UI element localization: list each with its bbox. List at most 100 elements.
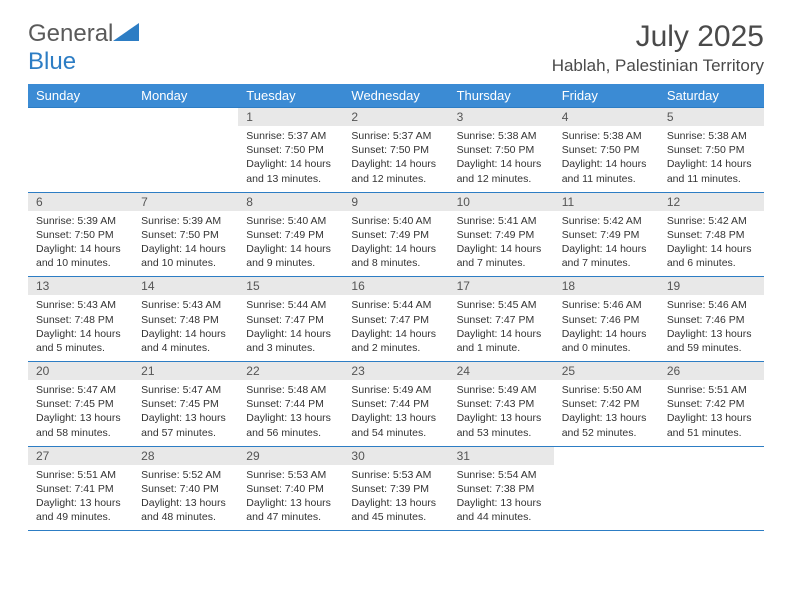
day-number: 9 bbox=[343, 193, 448, 211]
calendar-row: 6Sunrise: 5:39 AMSunset: 7:50 PMDaylight… bbox=[28, 192, 764, 277]
day-number: 31 bbox=[449, 447, 554, 465]
calendar-cell: 2Sunrise: 5:37 AMSunset: 7:50 PMDaylight… bbox=[343, 108, 448, 193]
day-number: 12 bbox=[659, 193, 764, 211]
day-number: 3 bbox=[449, 108, 554, 126]
day-number: 30 bbox=[343, 447, 448, 465]
day-details: Sunrise: 5:53 AMSunset: 7:39 PMDaylight:… bbox=[343, 465, 448, 531]
calendar-cell: 16Sunrise: 5:44 AMSunset: 7:47 PMDayligh… bbox=[343, 277, 448, 362]
day-details: Sunrise: 5:37 AMSunset: 7:50 PMDaylight:… bbox=[343, 126, 448, 192]
day-number: 8 bbox=[238, 193, 343, 211]
day-number: 11 bbox=[554, 193, 659, 211]
calendar-cell: 25Sunrise: 5:50 AMSunset: 7:42 PMDayligh… bbox=[554, 362, 659, 447]
day-number: 17 bbox=[449, 277, 554, 295]
header: GeneralBlue July 2025 Hablah, Palestinia… bbox=[28, 20, 764, 76]
day-details: Sunrise: 5:54 AMSunset: 7:38 PMDaylight:… bbox=[449, 465, 554, 531]
day-number: 19 bbox=[659, 277, 764, 295]
calendar-cell: 3Sunrise: 5:38 AMSunset: 7:50 PMDaylight… bbox=[449, 108, 554, 193]
calendar-cell: 18Sunrise: 5:46 AMSunset: 7:46 PMDayligh… bbox=[554, 277, 659, 362]
day-details: Sunrise: 5:47 AMSunset: 7:45 PMDaylight:… bbox=[133, 380, 238, 446]
day-details: Sunrise: 5:51 AMSunset: 7:42 PMDaylight:… bbox=[659, 380, 764, 446]
calendar-cell: 27Sunrise: 5:51 AMSunset: 7:41 PMDayligh… bbox=[28, 446, 133, 531]
calendar-cell: 21Sunrise: 5:47 AMSunset: 7:45 PMDayligh… bbox=[133, 362, 238, 447]
month-title: July 2025 bbox=[552, 20, 764, 54]
calendar-cell: 1Sunrise: 5:37 AMSunset: 7:50 PMDaylight… bbox=[238, 108, 343, 193]
logo-word-1: General bbox=[28, 20, 113, 47]
logo: GeneralBlue bbox=[28, 20, 139, 76]
calendar-cell: 24Sunrise: 5:49 AMSunset: 7:43 PMDayligh… bbox=[449, 362, 554, 447]
day-details: Sunrise: 5:47 AMSunset: 7:45 PMDaylight:… bbox=[28, 380, 133, 446]
day-number: 25 bbox=[554, 362, 659, 380]
title-block: July 2025 Hablah, Palestinian Territory bbox=[552, 20, 764, 76]
day-details: Sunrise: 5:44 AMSunset: 7:47 PMDaylight:… bbox=[238, 295, 343, 361]
day-number: 4 bbox=[554, 108, 659, 126]
calendar-row: 20Sunrise: 5:47 AMSunset: 7:45 PMDayligh… bbox=[28, 362, 764, 447]
logo-text: GeneralBlue bbox=[28, 20, 139, 76]
day-details: Sunrise: 5:50 AMSunset: 7:42 PMDaylight:… bbox=[554, 380, 659, 446]
day-number: 14 bbox=[133, 277, 238, 295]
calendar-cell: 19Sunrise: 5:46 AMSunset: 7:46 PMDayligh… bbox=[659, 277, 764, 362]
day-number: 27 bbox=[28, 447, 133, 465]
day-details: Sunrise: 5:43 AMSunset: 7:48 PMDaylight:… bbox=[28, 295, 133, 361]
calendar-cell: 10Sunrise: 5:41 AMSunset: 7:49 PMDayligh… bbox=[449, 192, 554, 277]
day-details: Sunrise: 5:46 AMSunset: 7:46 PMDaylight:… bbox=[554, 295, 659, 361]
day-number: 1 bbox=[238, 108, 343, 126]
day-details: Sunrise: 5:38 AMSunset: 7:50 PMDaylight:… bbox=[449, 126, 554, 192]
calendar-table: SundayMondayTuesdayWednesdayThursdayFrid… bbox=[28, 84, 764, 531]
day-number: 2 bbox=[343, 108, 448, 126]
day-number: 20 bbox=[28, 362, 133, 380]
weekday-header: Saturday bbox=[659, 84, 764, 108]
day-details: Sunrise: 5:40 AMSunset: 7:49 PMDaylight:… bbox=[238, 211, 343, 277]
day-details: Sunrise: 5:41 AMSunset: 7:49 PMDaylight:… bbox=[449, 211, 554, 277]
day-number: 13 bbox=[28, 277, 133, 295]
day-number: 28 bbox=[133, 447, 238, 465]
calendar-cell: 4Sunrise: 5:38 AMSunset: 7:50 PMDaylight… bbox=[554, 108, 659, 193]
calendar-cell: 12Sunrise: 5:42 AMSunset: 7:48 PMDayligh… bbox=[659, 192, 764, 277]
logo-word-2: Blue bbox=[28, 48, 76, 75]
calendar-cell: 17Sunrise: 5:45 AMSunset: 7:47 PMDayligh… bbox=[449, 277, 554, 362]
day-details: Sunrise: 5:46 AMSunset: 7:46 PMDaylight:… bbox=[659, 295, 764, 361]
day-details: Sunrise: 5:44 AMSunset: 7:47 PMDaylight:… bbox=[343, 295, 448, 361]
calendar-row: 1Sunrise: 5:37 AMSunset: 7:50 PMDaylight… bbox=[28, 108, 764, 193]
day-number: 22 bbox=[238, 362, 343, 380]
day-details: Sunrise: 5:38 AMSunset: 7:50 PMDaylight:… bbox=[659, 126, 764, 192]
calendar-row: 13Sunrise: 5:43 AMSunset: 7:48 PMDayligh… bbox=[28, 277, 764, 362]
day-details: Sunrise: 5:53 AMSunset: 7:40 PMDaylight:… bbox=[238, 465, 343, 531]
calendar-cell: 29Sunrise: 5:53 AMSunset: 7:40 PMDayligh… bbox=[238, 446, 343, 531]
calendar-cell: 14Sunrise: 5:43 AMSunset: 7:48 PMDayligh… bbox=[133, 277, 238, 362]
calendar-cell bbox=[28, 108, 133, 193]
calendar-cell: 20Sunrise: 5:47 AMSunset: 7:45 PMDayligh… bbox=[28, 362, 133, 447]
day-details: Sunrise: 5:38 AMSunset: 7:50 PMDaylight:… bbox=[554, 126, 659, 192]
day-number: 6 bbox=[28, 193, 133, 211]
calendar-row: 27Sunrise: 5:51 AMSunset: 7:41 PMDayligh… bbox=[28, 446, 764, 531]
location: Hablah, Palestinian Territory bbox=[552, 56, 764, 76]
day-number: 5 bbox=[659, 108, 764, 126]
calendar-cell bbox=[554, 446, 659, 531]
day-details: Sunrise: 5:42 AMSunset: 7:48 PMDaylight:… bbox=[659, 211, 764, 277]
day-details: Sunrise: 5:49 AMSunset: 7:43 PMDaylight:… bbox=[449, 380, 554, 446]
day-number: 10 bbox=[449, 193, 554, 211]
calendar-cell: 23Sunrise: 5:49 AMSunset: 7:44 PMDayligh… bbox=[343, 362, 448, 447]
calendar-cell bbox=[133, 108, 238, 193]
day-details: Sunrise: 5:43 AMSunset: 7:48 PMDaylight:… bbox=[133, 295, 238, 361]
weekday-header: Wednesday bbox=[343, 84, 448, 108]
day-details: Sunrise: 5:45 AMSunset: 7:47 PMDaylight:… bbox=[449, 295, 554, 361]
calendar-cell: 8Sunrise: 5:40 AMSunset: 7:49 PMDaylight… bbox=[238, 192, 343, 277]
calendar-cell: 26Sunrise: 5:51 AMSunset: 7:42 PMDayligh… bbox=[659, 362, 764, 447]
day-details: Sunrise: 5:52 AMSunset: 7:40 PMDaylight:… bbox=[133, 465, 238, 531]
day-number: 29 bbox=[238, 447, 343, 465]
weekday-header: Tuesday bbox=[238, 84, 343, 108]
day-details: Sunrise: 5:49 AMSunset: 7:44 PMDaylight:… bbox=[343, 380, 448, 446]
logo-triangle-icon bbox=[113, 20, 139, 48]
calendar-cell: 6Sunrise: 5:39 AMSunset: 7:50 PMDaylight… bbox=[28, 192, 133, 277]
day-details: Sunrise: 5:39 AMSunset: 7:50 PMDaylight:… bbox=[133, 211, 238, 277]
day-details: Sunrise: 5:51 AMSunset: 7:41 PMDaylight:… bbox=[28, 465, 133, 531]
weekday-header: Friday bbox=[554, 84, 659, 108]
calendar-cell: 11Sunrise: 5:42 AMSunset: 7:49 PMDayligh… bbox=[554, 192, 659, 277]
weekday-header: Sunday bbox=[28, 84, 133, 108]
calendar-cell: 22Sunrise: 5:48 AMSunset: 7:44 PMDayligh… bbox=[238, 362, 343, 447]
day-details: Sunrise: 5:42 AMSunset: 7:49 PMDaylight:… bbox=[554, 211, 659, 277]
calendar-cell bbox=[659, 446, 764, 531]
calendar-cell: 30Sunrise: 5:53 AMSunset: 7:39 PMDayligh… bbox=[343, 446, 448, 531]
day-number: 23 bbox=[343, 362, 448, 380]
weekday-header: Thursday bbox=[449, 84, 554, 108]
